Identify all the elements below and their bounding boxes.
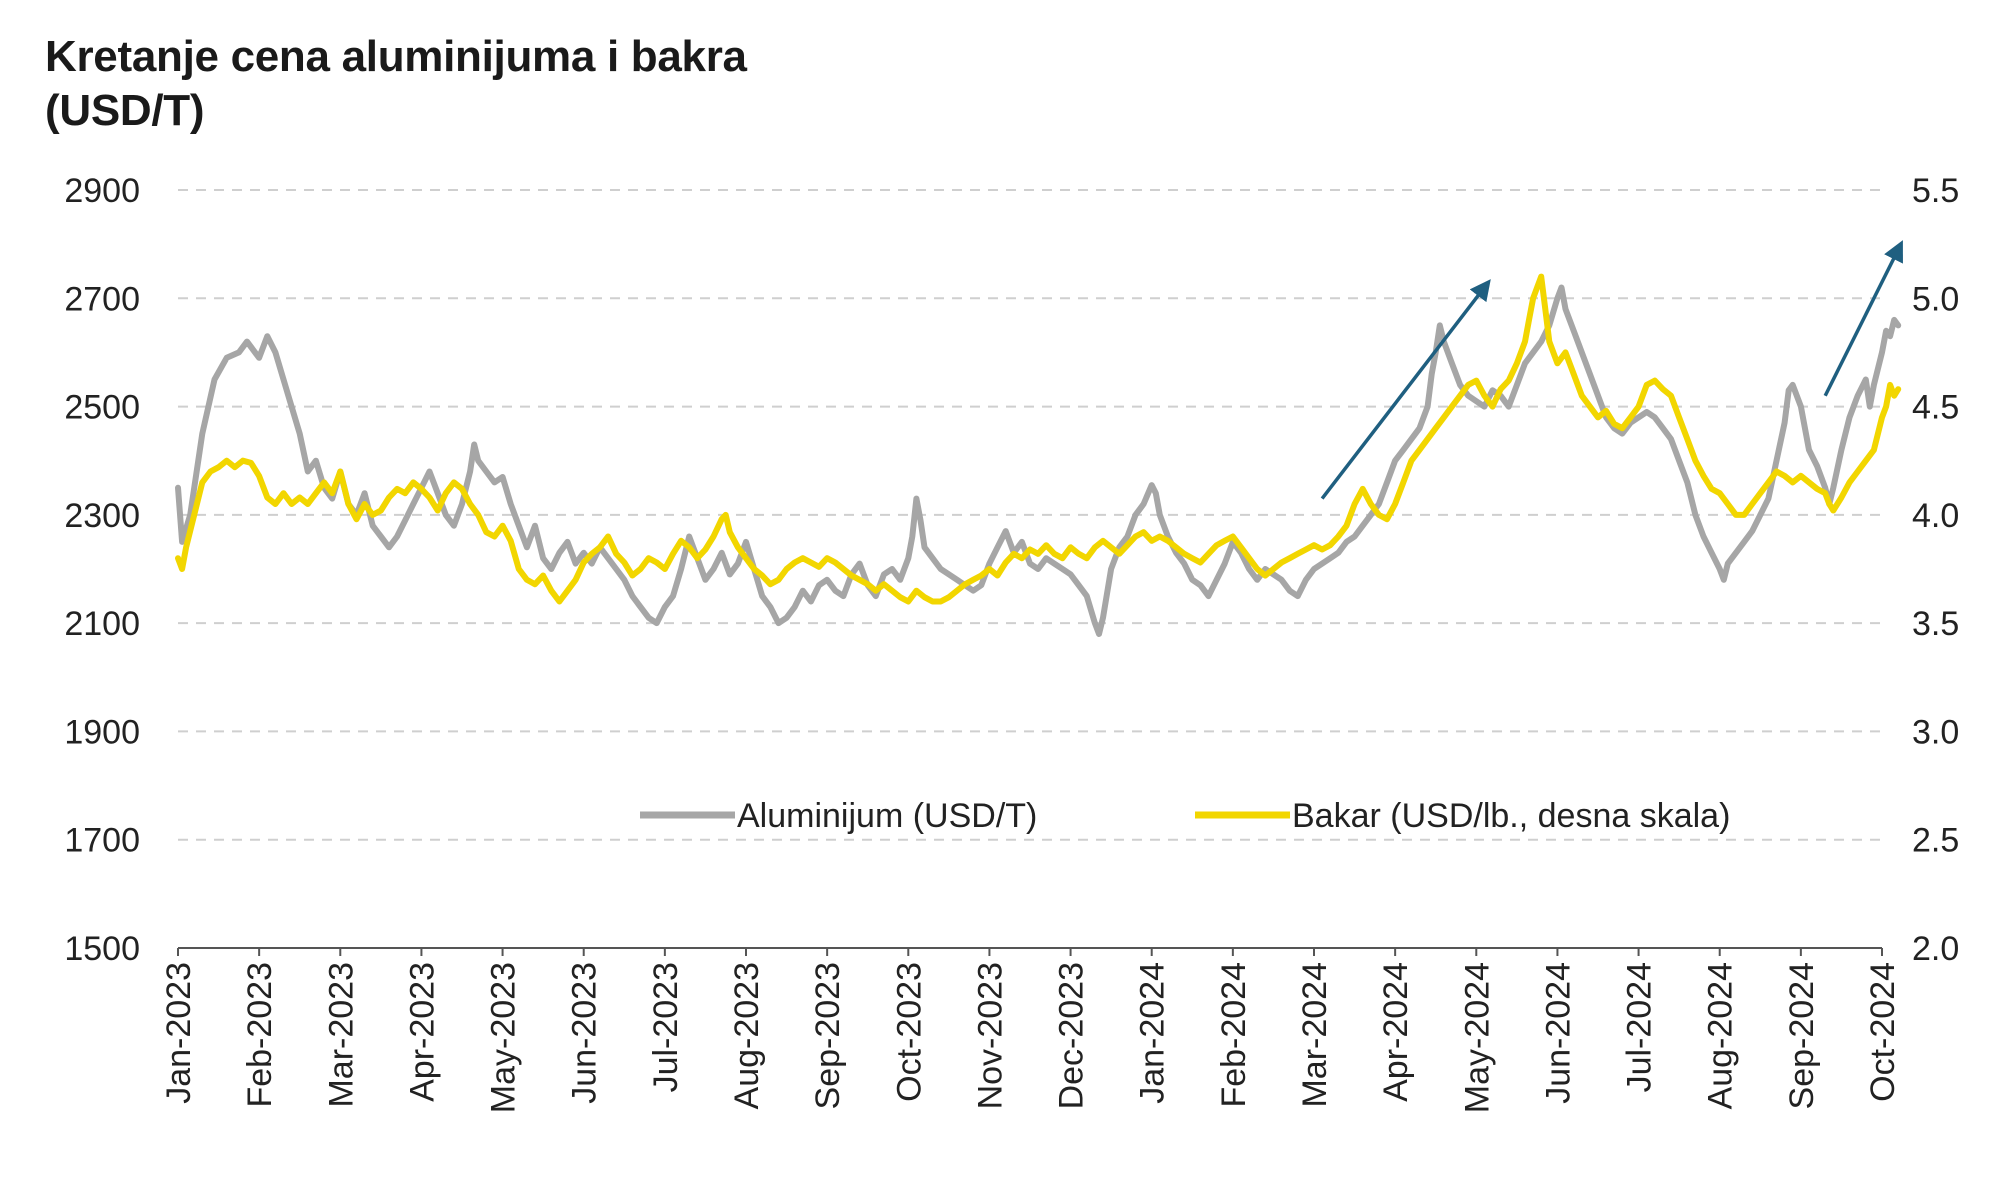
annotations [1320,240,1903,500]
right-tick-label: 2.0 [1912,930,1959,968]
gridlines [178,189,1882,949]
left-tick-label: 1900 [64,713,140,751]
right-axis-ticks: 5.5 5.0 4.5 4.0 3.5 3.0 2.5 2.0 [1912,172,1959,968]
left-tick-label: 2500 [64,389,140,427]
x-tick-label: Mar-2024 [1296,962,1334,1108]
x-tick-label: Feb-2024 [1215,962,1253,1108]
left-tick-label: 2700 [64,280,140,318]
series-line-aluminijum [175,284,1902,637]
x-tick-label: Nov-2023 [971,962,1009,1109]
x-axis-ticks: Jan-2023 Feb-2023 Mar-2023 Apr-2023 May-2023… [160,948,1902,1113]
right-tick-label: 4.5 [1912,389,1959,427]
x-tick-label: Oct-2024 [1864,962,1902,1102]
x-tick-label: Dec-2023 [1053,962,1091,1109]
right-tick-label: 3.5 [1912,605,1959,643]
x-tick-label: Jun-2024 [1539,962,1577,1104]
right-tick-label: 5.5 [1912,172,1959,210]
left-tick-label: 1700 [64,822,140,860]
x-tick-label: May-2024 [1458,962,1496,1113]
chart-title-line1: Kretanje cena aluminijuma i bakra [45,32,747,81]
x-tick-label: Jul-2023 [647,962,685,1092]
series-line-bakar [175,273,1902,605]
x-tick-label: Jun-2023 [566,962,604,1104]
x-tick-label: Sep-2024 [1783,962,1821,1109]
x-tick-label: May-2023 [485,962,523,1113]
left-tick-label: 2900 [64,172,140,210]
chart-title: Kretanje cena aluminijuma i bakra (USD/T… [45,30,747,138]
trend-arrow [1823,240,1903,397]
x-tick-label: Jan-2023 [160,962,198,1104]
x-tick-label: Jul-2024 [1621,962,1659,1092]
left-tick-label: 2300 [64,497,140,535]
left-tick-label: 1500 [64,930,140,968]
series-layer [175,273,1902,637]
x-tick-label: Jan-2024 [1134,962,1172,1104]
x-tick-label: Oct-2023 [890,962,928,1102]
legend-label-aluminijum: Aluminijum (USD/T) [737,797,1037,835]
chart-title-line2: (USD/T) [45,86,205,135]
x-tick-label: Apr-2024 [1377,962,1415,1102]
x-tick-label: Feb-2023 [241,962,279,1108]
right-tick-label: 5.0 [1912,280,1959,318]
x-tick-label: Apr-2023 [403,962,441,1102]
trend-arrow [1320,279,1491,500]
legend: Aluminijum (USD/T) Bakar (USD/lb., desna … [640,797,1730,835]
x-tick-label: Aug-2023 [728,962,766,1109]
left-tick-label: 2100 [64,605,140,643]
right-tick-label: 2.5 [1912,822,1959,860]
x-tick-label: Sep-2023 [809,962,847,1109]
left-axis-ticks: 2900 2700 2500 2300 2100 1900 1700 1500 [64,172,140,968]
x-tick-label: Aug-2024 [1702,962,1740,1109]
legend-label-bakar: Bakar (USD/lb., desna skala) [1292,797,1730,835]
right-tick-label: 3.0 [1912,713,1959,751]
right-tick-label: 4.0 [1912,497,1959,535]
x-tick-label: Mar-2023 [322,962,360,1108]
